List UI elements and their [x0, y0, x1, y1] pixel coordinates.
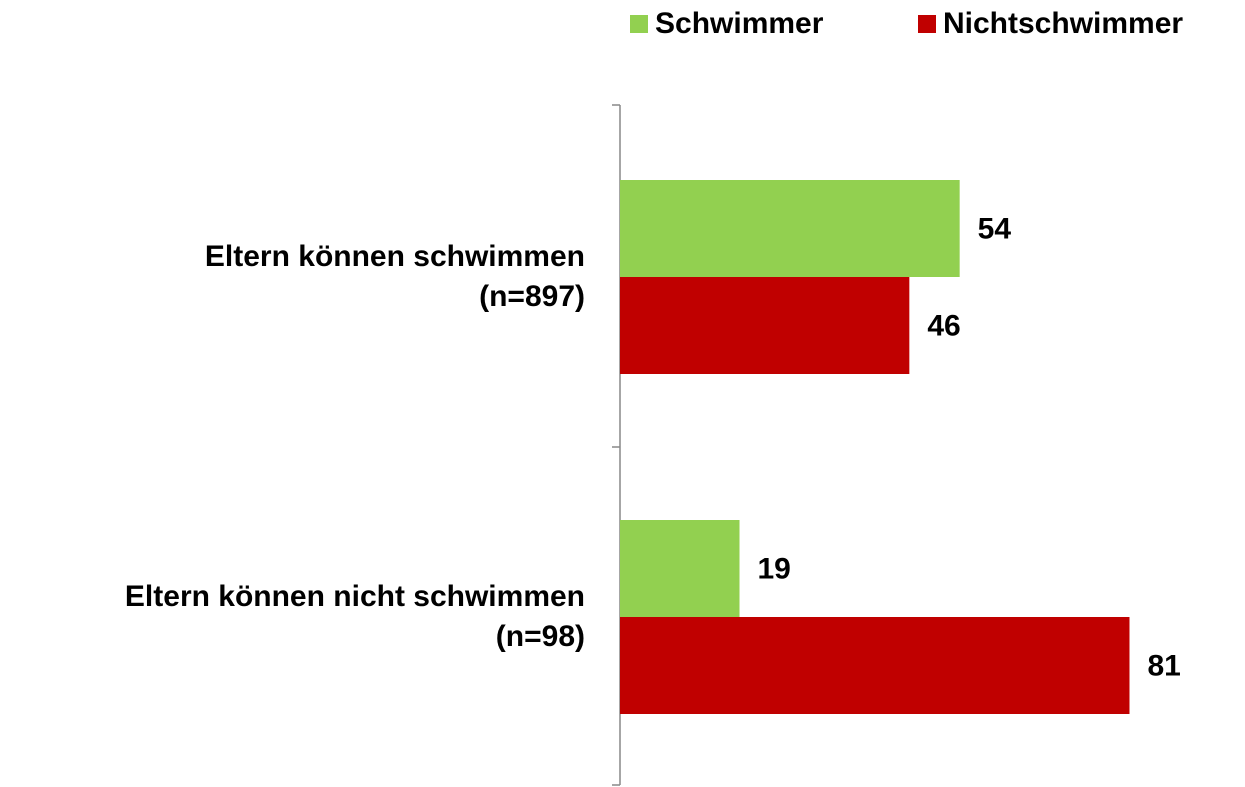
value-label: 46: [927, 309, 960, 342]
value-label: 81: [1147, 649, 1180, 682]
bar: [620, 617, 1130, 714]
legend-label: Schwimmer: [655, 7, 824, 40]
value-label: 19: [758, 552, 791, 585]
legend-label: Nichtschwimmer: [943, 7, 1183, 40]
value-label: 54: [978, 212, 1012, 245]
bar: [620, 520, 740, 617]
bar: [620, 277, 910, 374]
bar: [620, 180, 960, 277]
category-label: Eltern können nicht schwimmen (n=98): [124, 580, 585, 653]
legend-swatch: [630, 15, 648, 33]
legend-swatch: [918, 15, 936, 33]
category-label: Eltern können schwimmen (n=897): [204, 240, 585, 313]
